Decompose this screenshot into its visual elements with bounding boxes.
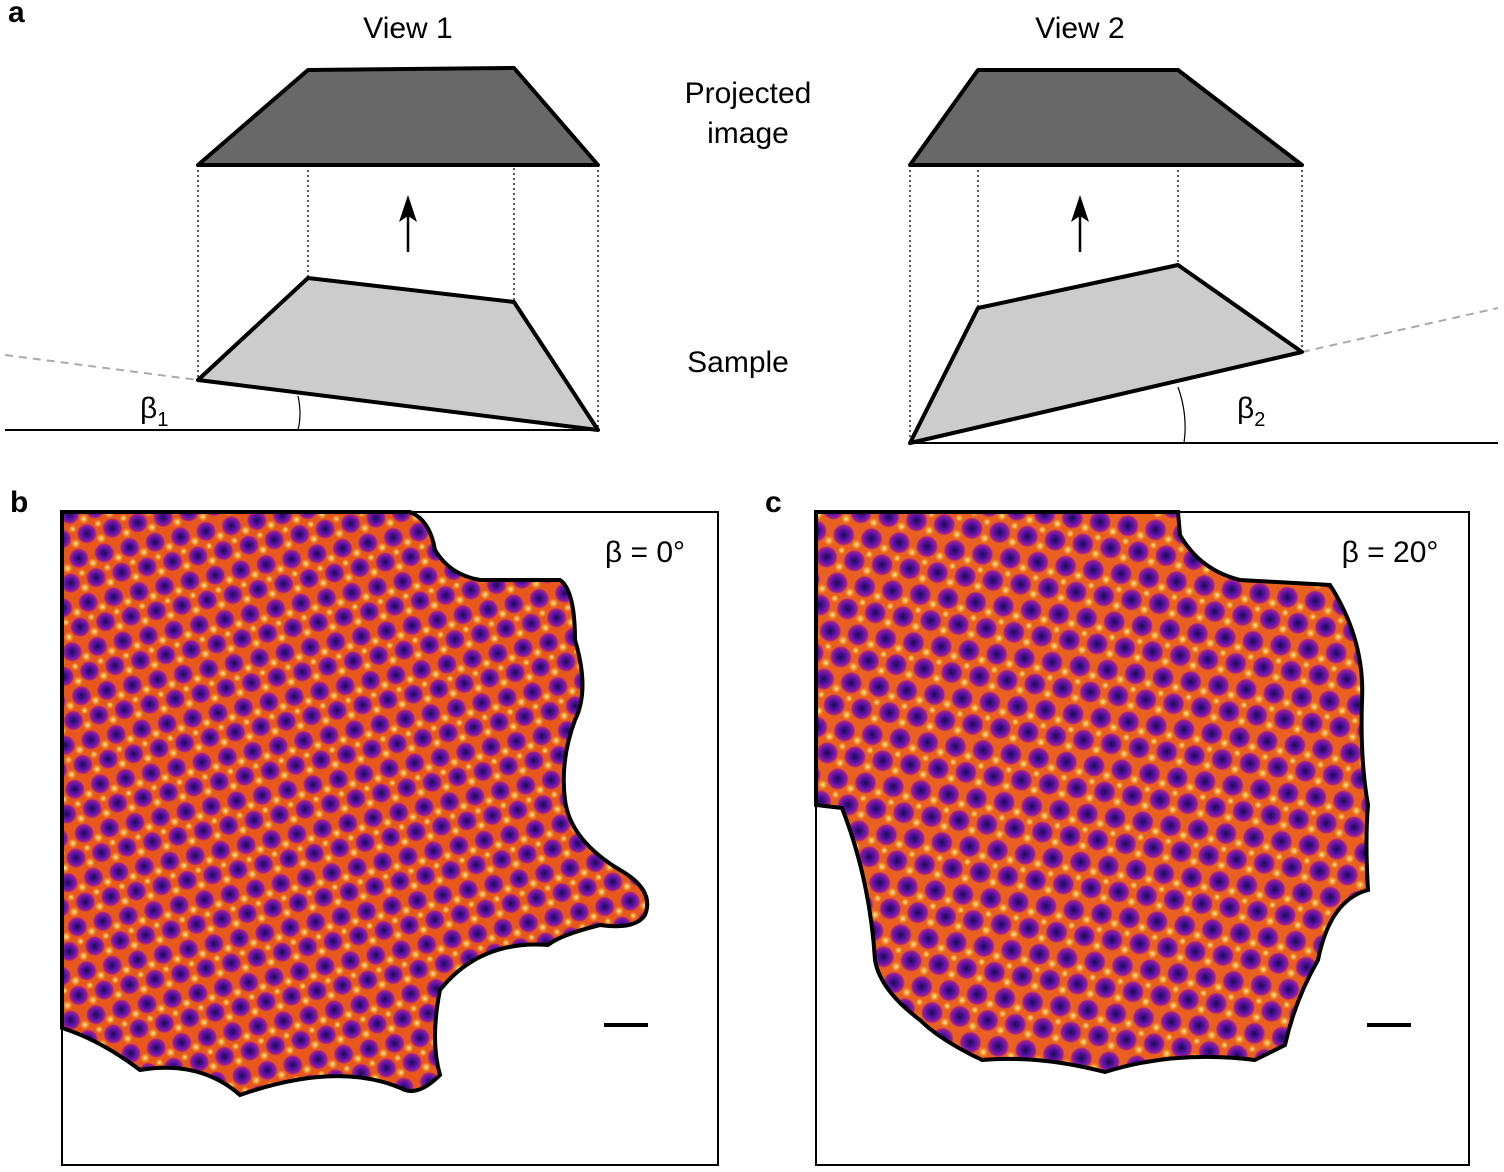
angle-subscript: 1 (157, 409, 168, 431)
panel-label: c (765, 486, 782, 519)
angle-subscript: 2 (1254, 409, 1265, 431)
projected-label: image (707, 117, 789, 150)
angle-label: β2 (1237, 392, 1265, 431)
panel-label: b (10, 486, 28, 519)
angle-label: β1 (140, 392, 168, 431)
view-title: View 2 (1035, 12, 1125, 45)
micrograph (60, 510, 650, 1098)
angle-symbol: β (1237, 392, 1254, 425)
view-title: View 1 (363, 12, 453, 45)
projected-label: Projected (685, 77, 812, 110)
angle-symbol: β (140, 392, 157, 425)
view-2 (908, 68, 1499, 445)
view-1 (4, 66, 600, 432)
micrograph (814, 510, 1371, 1075)
panel-label: a (8, 0, 25, 29)
tilt-label: β = 20° (1342, 536, 1439, 569)
tilt-label: β = 0° (605, 536, 685, 569)
sample-label: Sample (687, 346, 789, 379)
